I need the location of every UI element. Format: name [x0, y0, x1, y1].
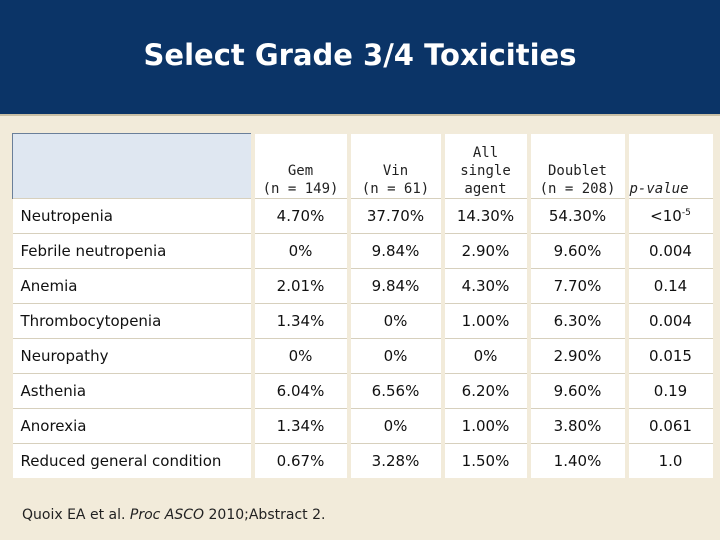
table-cell: 0.004 — [624, 233, 713, 269]
citation: Quoix EA et al. Proc ASCO 2010;Abstract … — [22, 507, 325, 523]
table-header-row: Gem (n = 149) Vin (n = 61) All single ag… — [12, 133, 713, 199]
table-cell: 0.19 — [624, 373, 713, 409]
row-label: Reduced general condition — [12, 443, 253, 478]
table-cell: 9.60% — [526, 373, 627, 409]
table-row: Neuropathy 0% 0% 0% 2.90% 0.015 — [12, 338, 713, 374]
column-header-all-single-agent: All single agent — [440, 133, 529, 199]
column-header-gem: Gem (n = 149) — [250, 133, 349, 199]
table-cell: 37.70% — [346, 198, 443, 234]
table-cell: 0% — [250, 338, 349, 374]
column-header-line: All — [472, 145, 499, 161]
row-label: Anemia — [12, 268, 253, 304]
table-row: Asthenia 6.04% 6.56% 6.20% 9.60% 0.19 — [12, 373, 713, 409]
table-cell: 0.015 — [624, 338, 713, 374]
table-cell: 3.80% — [526, 408, 627, 444]
table-cell: 6.04% — [250, 373, 349, 409]
table-cell: <10-5 — [624, 198, 713, 234]
table-cell: 2.90% — [440, 233, 529, 269]
column-header-line: (n = 208) — [539, 181, 616, 197]
column-header-line: (n = 61) — [361, 181, 430, 197]
table-cell: 54.30% — [526, 198, 627, 234]
citation-journal: Proc ASCO — [129, 507, 205, 523]
column-header-line: single — [460, 163, 511, 179]
table-cell: 14.30% — [440, 198, 529, 234]
table-body: Neutropenia 4.70% 37.70% 14.30% 54.30% <10-5 F… — [12, 198, 713, 478]
table-cell: 1.50% — [440, 443, 529, 478]
table-cell: 0.061 — [624, 408, 713, 444]
table-cell: 0% — [440, 338, 529, 374]
table-row: Thrombocytopenia 1.34% 0% 1.00% 6.30% 0.004 — [12, 303, 713, 339]
table-cell: 0% — [346, 408, 443, 444]
table-cell: 1.40% — [526, 443, 627, 478]
table-cell: 0.14 — [624, 268, 713, 304]
table-cell: 1.00% — [440, 303, 529, 339]
row-label: Anorexia — [12, 408, 253, 444]
table-cell: 1.34% — [250, 303, 349, 339]
column-header-doublet: Doublet (n = 208) — [526, 133, 627, 199]
slide-title: Select Grade 3/4 Toxicities — [143, 38, 577, 72]
row-label: Thrombocytopenia — [12, 303, 253, 339]
table-row: Febrile neutropenia 0% 9.84% 2.90% 9.60% 0.00… — [12, 233, 713, 269]
table-cell: 6.56% — [346, 373, 443, 409]
table-cell: 2.01% — [250, 268, 349, 304]
column-header-line: Vin — [382, 163, 409, 179]
citation-prefix: Quoix EA et al. — [22, 507, 130, 523]
table-cell: 1.00% — [440, 408, 529, 444]
p-value-exponent: -5 — [681, 208, 691, 218]
column-header-line: Doublet — [547, 163, 607, 179]
toxicity-table: Gem (n = 149) Vin (n = 61) All single ag… — [12, 133, 713, 478]
table-cell: 9.84% — [346, 268, 443, 304]
table-row: Anorexia 1.34% 0% 1.00% 3.80% 0.061 — [12, 408, 713, 444]
row-label: Neutropenia — [12, 198, 253, 234]
table-cell: 1.34% — [250, 408, 349, 444]
title-banner: Select Grade 3/4 Toxicities — [0, 0, 720, 114]
table-cell: 1.0 — [624, 443, 713, 478]
table-row: Reduced general condition 0.67% 3.28% 1.50%… — [12, 443, 713, 478]
row-label: Febrile neutropenia — [12, 233, 253, 269]
table-cell: 0.004 — [624, 303, 713, 339]
title-divider — [0, 114, 720, 116]
table-cell: 9.84% — [346, 233, 443, 269]
table-row: Anemia 2.01% 9.84% 4.30% 7.70% 0.14 — [12, 268, 713, 304]
table-cell: 9.60% — [526, 233, 627, 269]
column-header-p-value: p-value — [624, 133, 713, 199]
table-cell: 0% — [250, 233, 349, 269]
citation-suffix: 2010;Abstract 2. — [204, 507, 326, 523]
table-cell: 3.28% — [346, 443, 443, 478]
column-header-line: Gem — [287, 163, 314, 179]
row-label: Asthenia — [12, 373, 253, 409]
table-cell: 6.30% — [526, 303, 627, 339]
table-cell: 4.30% — [440, 268, 529, 304]
column-header-line: agent — [464, 181, 507, 197]
column-header-line: (n = 149) — [262, 181, 339, 197]
table-cell: 7.70% — [526, 268, 627, 304]
table-cell: 6.20% — [440, 373, 529, 409]
row-label: Neuropathy — [12, 338, 253, 374]
column-header-vin: Vin (n = 61) — [346, 133, 443, 199]
column-header-line: p-value — [629, 181, 689, 197]
table-cell: 0% — [346, 303, 443, 339]
table-cell: 0.67% — [250, 443, 349, 478]
header-corner-cell — [12, 133, 253, 199]
table-cell: 4.70% — [250, 198, 349, 234]
table-row: Neutropenia 4.70% 37.70% 14.30% 54.30% <10-5 — [12, 198, 713, 234]
table-cell: 0% — [346, 338, 443, 374]
table-cell: 2.90% — [526, 338, 627, 374]
p-value-base: <10 — [650, 207, 682, 225]
